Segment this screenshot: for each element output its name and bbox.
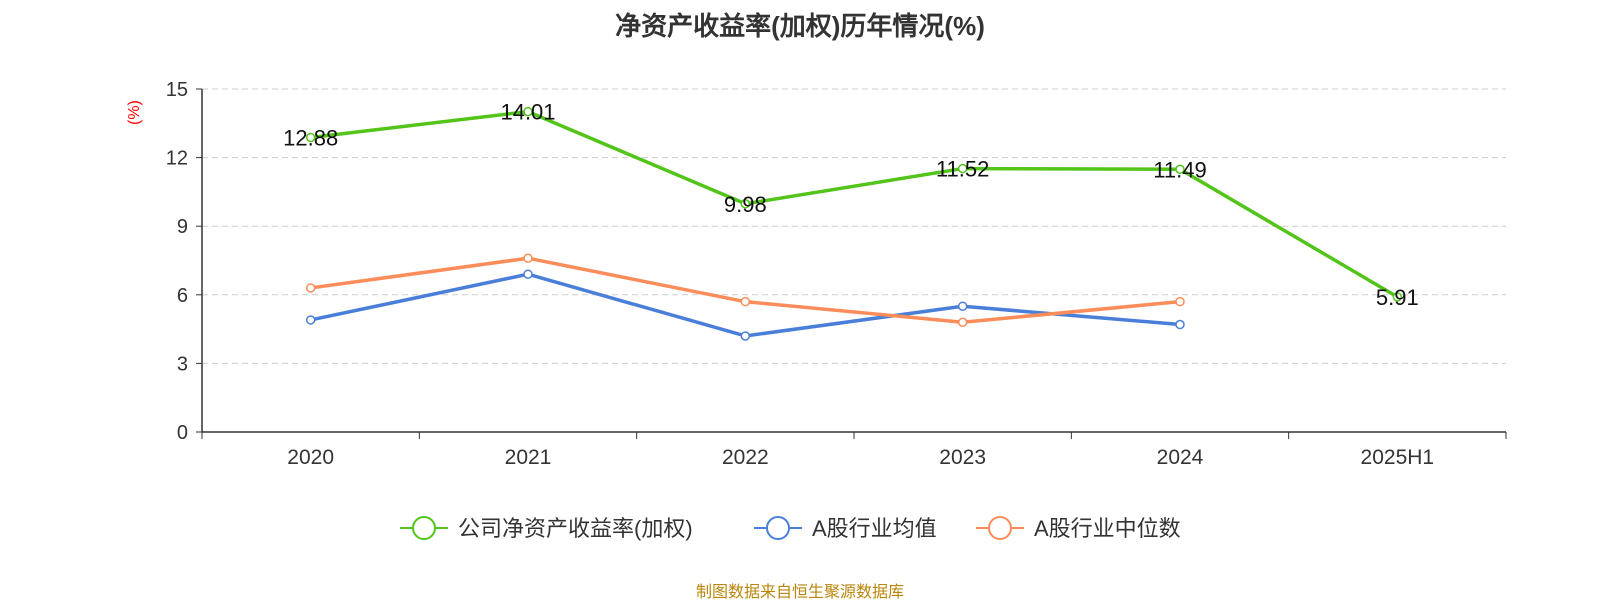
x-tick-label: 2020 <box>287 446 334 469</box>
data-label: 12.88 <box>283 125 338 150</box>
y-tick-label: 0 <box>177 422 188 444</box>
legend-marker <box>412 516 436 540</box>
data-point <box>1175 296 1185 307</box>
y-tick-label: 9 <box>177 216 188 238</box>
data-point <box>305 132 316 143</box>
y-tick-label: 6 <box>177 285 188 307</box>
data-label: 11.49 <box>1153 157 1206 182</box>
legend-label: A股行业均值 <box>812 516 937 541</box>
data-point <box>523 106 533 117</box>
chart-title: 净资产收益率(加权)历年情况(%) <box>615 11 985 41</box>
series-lines <box>305 106 1403 341</box>
data-label: 11.52 <box>936 157 989 182</box>
x-tick-label: 2023 <box>939 446 986 469</box>
data-label: 9.98 <box>724 192 767 217</box>
data-point <box>1392 292 1403 302</box>
axes: 0 3 6 9 12 15 2020 2021 2022 2023 2024 2025H1 <box>166 79 1507 469</box>
x-tick-label: 2022 <box>722 446 769 469</box>
x-tick-label: 2024 <box>1157 446 1204 469</box>
legend-marker <box>988 516 1012 540</box>
data-point <box>957 317 968 327</box>
data-point <box>1175 164 1185 175</box>
x-tick-label: 2021 <box>505 446 552 469</box>
legend-label: 公司净资产收益率(加权) <box>458 516 693 541</box>
legend-marker <box>766 516 790 540</box>
data-point <box>957 163 968 174</box>
data-point <box>740 331 751 341</box>
data-point <box>740 199 751 209</box>
y-tick-label: 12 <box>166 148 188 170</box>
data-labels: 12.88 14.01 9.98 11.52 11.49 5.91 <box>283 100 1419 310</box>
series-line <box>310 256 1181 324</box>
legend-label: A股行业中位数 <box>1034 516 1181 541</box>
data-label: 14.01 <box>500 100 555 125</box>
data-label: 5.91 <box>1376 285 1419 310</box>
legend: 公司净资产收益率(加权) A股行业均值 A股行业中位数 <box>400 516 1181 541</box>
data-source-note: 制图数据来自恒生聚源数据库 <box>695 584 904 601</box>
data-point <box>523 253 533 263</box>
data-point <box>957 301 968 311</box>
y-tick-label: 15 <box>166 79 188 101</box>
gridlines <box>202 88 1506 364</box>
series-line <box>310 109 1399 299</box>
y-tick-label: 3 <box>177 353 188 375</box>
data-point <box>1175 319 1185 330</box>
data-point <box>740 296 751 307</box>
data-point <box>305 283 316 293</box>
data-point <box>305 315 316 325</box>
data-point <box>523 269 533 279</box>
x-tick-label: 2025H1 <box>1361 446 1435 469</box>
